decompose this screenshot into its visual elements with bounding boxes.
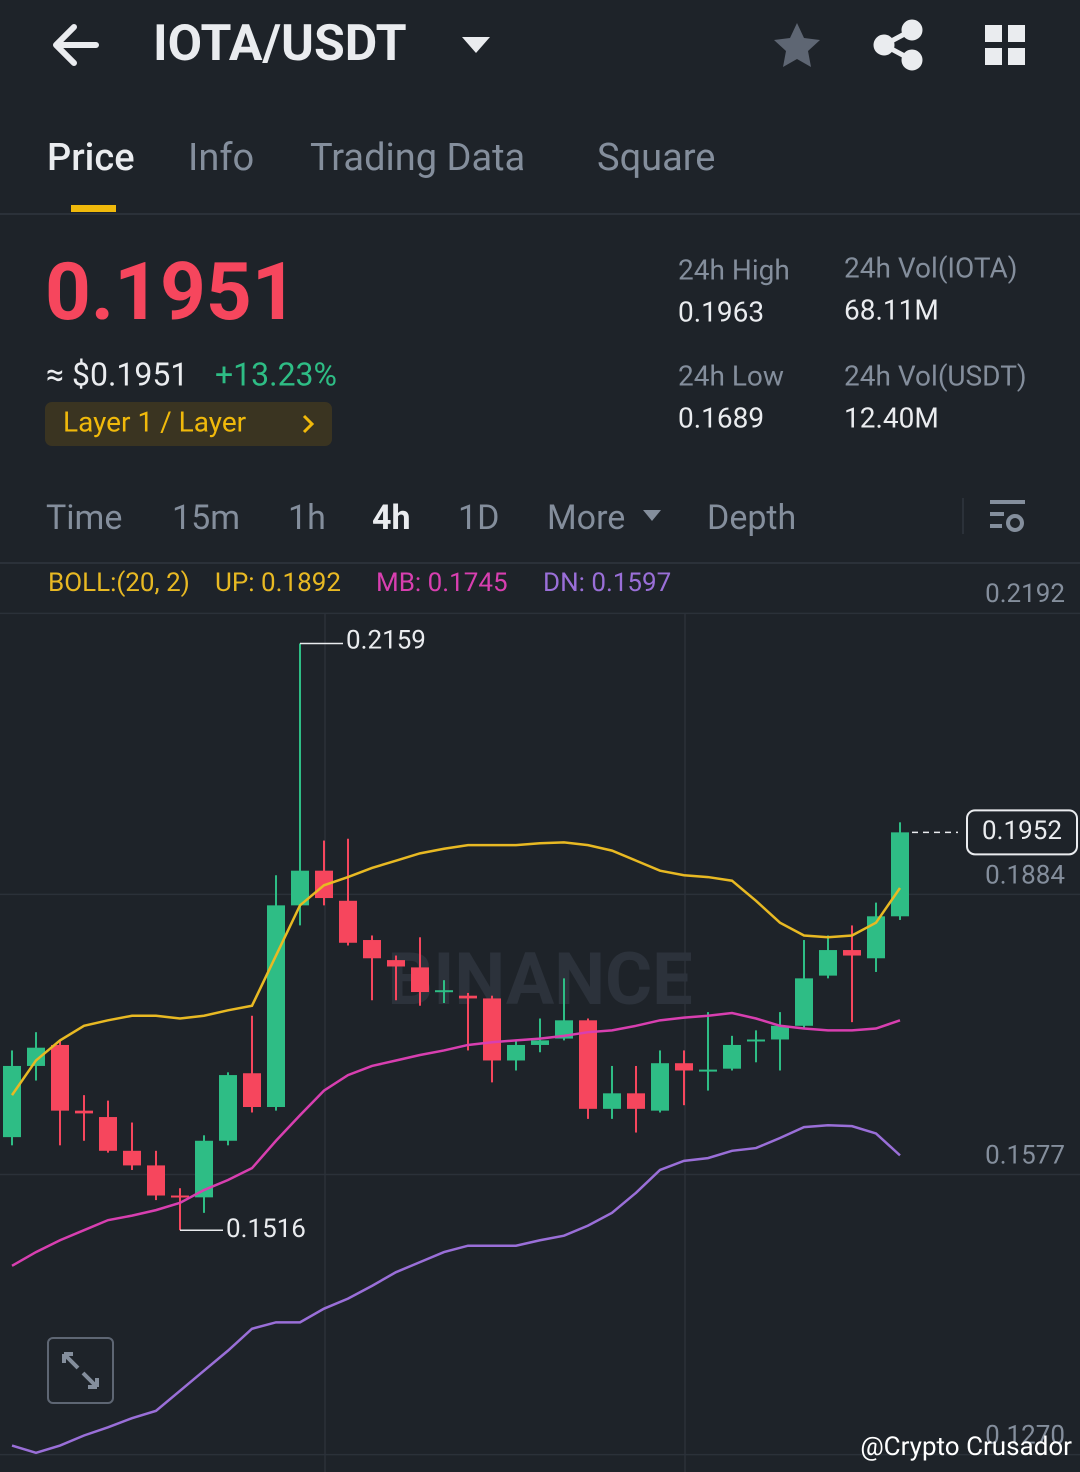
interval[interactable]: 15m [172, 498, 240, 538]
candle-body [459, 995, 477, 999]
y-tick-label: 0.1270 [985, 1421, 1065, 1451]
last-price-label: 0.1952 [982, 816, 1062, 846]
tag-label[interactable]: Layer 1 / Layer [63, 405, 247, 438]
candle-body [699, 1069, 717, 1072]
pair-dropdown[interactable] [462, 37, 490, 53]
tab[interactable]: Price [47, 136, 135, 180]
candle-body [267, 905, 285, 1108]
stat-value: 12.40M [844, 401, 939, 434]
indicator-up: UP: 0.1892 [215, 568, 341, 598]
candle-body [291, 870, 309, 906]
stat-label: 24h Vol(IOTA) [844, 251, 1018, 284]
interval[interactable]: Time [46, 498, 122, 538]
interval[interactable]: 1D [458, 498, 499, 538]
candle-body [243, 1073, 261, 1108]
candle-body [675, 1063, 693, 1071]
grid-icon[interactable] [985, 25, 1025, 65]
interval[interactable]: 1h [288, 498, 326, 538]
low-label: 0.1516 [226, 1214, 306, 1244]
boll-line [11, 1124, 901, 1455]
chart-settings-icon[interactable] [990, 500, 1025, 532]
stat-value: 0.1963 [678, 295, 764, 328]
y-tick-label: 0.2192 [985, 579, 1065, 609]
tag-arrow [302, 414, 315, 434]
boll-line [11, 1011, 901, 1267]
candle-body [51, 1044, 69, 1111]
interval-active[interactable]: 4h [372, 498, 411, 538]
candle-body [339, 900, 357, 943]
candle-body [483, 998, 501, 1061]
candle-body [627, 1093, 645, 1109]
candle-body [219, 1075, 237, 1141]
last-price-box [966, 809, 1078, 856]
candle-body [99, 1117, 117, 1151]
candle-body [795, 978, 813, 1026]
share-icon[interactable] [873, 19, 923, 71]
candle-body [507, 1044, 525, 1061]
candle-body [723, 1044, 741, 1069]
stat-label: 24h Low [678, 359, 784, 392]
y-tick-label: 0.1884 [985, 860, 1065, 890]
expand-button[interactable] [47, 1337, 114, 1404]
boll-line [10, 841, 902, 1096]
back-button[interactable] [53, 24, 99, 66]
candle-body [651, 1063, 669, 1111]
candle-body [171, 1195, 189, 1198]
y-tick-label: 0.1577 [985, 1140, 1065, 1170]
high-label: 0.2159 [346, 625, 426, 655]
tag-chip[interactable] [45, 402, 332, 446]
favorite-icon[interactable] [774, 23, 820, 67]
candle-body [531, 1040, 549, 1045]
candle-body [891, 832, 909, 917]
interval[interactable]: Depth [707, 498, 796, 538]
candle-body [387, 960, 405, 967]
candle-body [747, 1039, 765, 1042]
stat-label: 24h High [678, 253, 790, 286]
stat-value: 0.1689 [678, 401, 764, 434]
candle-body [819, 950, 837, 976]
candle-body [147, 1165, 165, 1196]
indicator-mb: MB: 0.1745 [376, 568, 508, 598]
watermark: BINANCE [387, 937, 692, 1022]
indicator-name: BOLL:(20, 2) [48, 568, 190, 598]
candle-body [867, 916, 885, 959]
tab-indicator [71, 205, 116, 212]
expand-icon [62, 1352, 99, 1389]
chart: BINANCE 0.2192 0.1884 0.1577 0.1270 0.2159 0.… [0, 579, 1080, 1472]
candle-body [3, 1065, 21, 1138]
candle-body [435, 990, 453, 993]
interval[interactable]: More [547, 498, 625, 538]
tab[interactable]: Info [188, 136, 254, 180]
pair-title[interactable]: IOTA/USDT [153, 15, 407, 73]
more-dropdown[interactable] [643, 510, 661, 521]
candle-body [579, 1020, 597, 1109]
candle-body [603, 1093, 621, 1109]
tab[interactable]: Trading Data [310, 136, 525, 180]
stat-label: 24h Vol(USDT) [844, 359, 1027, 392]
candle-body [771, 1025, 789, 1040]
candle-body [75, 1110, 93, 1114]
candle-body [27, 1047, 45, 1066]
credit: @Crypto Crusador [860, 1432, 1072, 1462]
last-price: 0.1951 [45, 245, 298, 339]
tab[interactable]: Square [597, 136, 715, 180]
candle-body [411, 967, 429, 993]
price-change: +13.23% [215, 355, 337, 393]
candle-body [123, 1150, 141, 1166]
candle-body [843, 950, 861, 956]
stat-value: 68.11M [844, 293, 939, 326]
indicator-dn: DN: 0.1597 [543, 568, 671, 598]
usd-price: ≈ $0.1951 [46, 355, 188, 393]
candle-body [195, 1140, 213, 1198]
candle-body [363, 940, 381, 959]
